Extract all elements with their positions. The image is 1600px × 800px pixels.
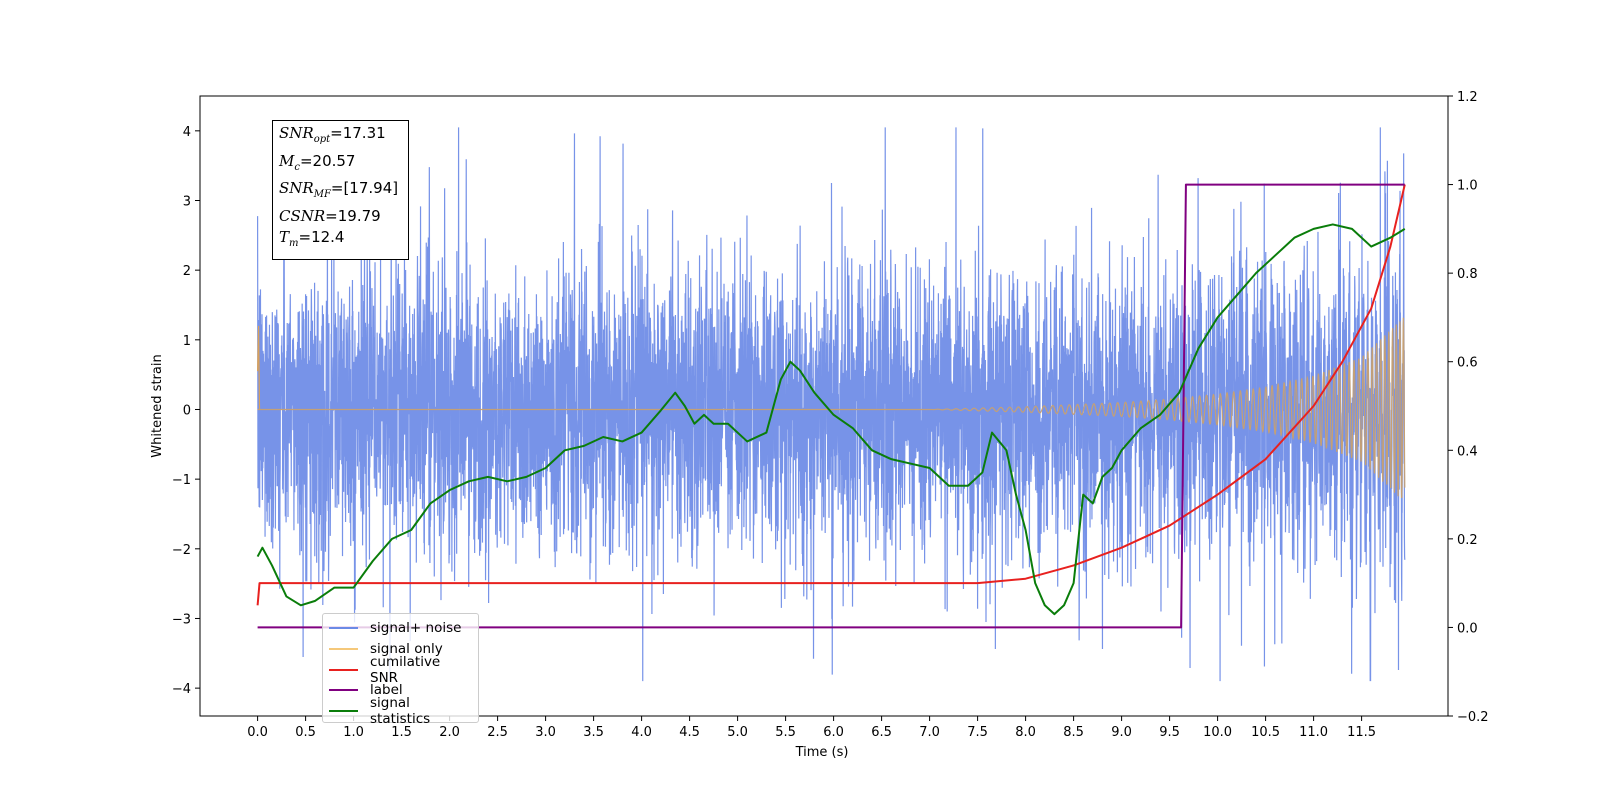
x-tick-label: 4.5 xyxy=(679,725,700,740)
stats-annotation: SNRopt=17.31 Mc=20.57 SNRMF=[17.94] CSNR… xyxy=(272,120,409,260)
x-tick-label: 6.5 xyxy=(871,725,892,740)
y-tick-label: 0 xyxy=(183,403,191,418)
x-axis-label: Time (s) xyxy=(795,745,849,760)
label-line xyxy=(257,183,1405,629)
legend-swatch xyxy=(329,627,358,630)
x-tick-label: 10.5 xyxy=(1251,725,1280,740)
x-tick-label: 1.0 xyxy=(343,725,364,740)
x-tick-label: 5.5 xyxy=(775,725,796,740)
y-right-tick-label: 1.0 xyxy=(1457,179,1478,194)
x-tick-label: 3.5 xyxy=(583,725,604,740)
mc-label: Mc=20.57 xyxy=(279,151,356,173)
legend-item: signal+ noise xyxy=(329,618,472,639)
y-right-tick-label: 0.8 xyxy=(1457,267,1478,282)
legend-item: signal statistics xyxy=(329,695,472,727)
x-tick-label: 2.0 xyxy=(439,725,460,740)
y-tick-label: 4 xyxy=(183,125,191,140)
series-signal-only xyxy=(257,317,1406,499)
y-tick-label: 3 xyxy=(183,194,191,209)
x-tick-label: 4.0 xyxy=(631,725,652,740)
snr-mf-label: SNRMF=[17.94] xyxy=(279,179,399,200)
cumilative-snr-line xyxy=(256,184,1406,606)
y-right-tick-label: 0.2 xyxy=(1457,533,1478,548)
x-tick-label: 9.5 xyxy=(1159,725,1180,740)
csnr-label: CSNR=19.79 xyxy=(279,206,381,225)
x-tick-label: 11.5 xyxy=(1347,725,1376,740)
signal-noise-line xyxy=(257,127,1406,682)
y-axis-left: 4 3 2 1 0 −1 −2 −3 −4 xyxy=(172,125,200,697)
y-tick-label: −3 xyxy=(172,612,191,627)
legend-item: signal only xyxy=(329,639,472,660)
y-tick-label: −4 xyxy=(172,682,191,697)
x-axis: 0.0 0.5 1.0 1.5 2.0 2.5 3.0 3.5 4.0 4.5 5.0 5.5 6.0 6… xyxy=(247,716,1376,740)
y-right-tick-label: 0.4 xyxy=(1457,444,1478,459)
y-tick-label: 2 xyxy=(183,264,191,279)
y-tick-label: −1 xyxy=(172,473,191,488)
legend-swatch xyxy=(329,668,358,671)
y-right-tick-label: 1.2 xyxy=(1457,90,1478,105)
legend-item: cumilative SNR xyxy=(329,654,472,686)
x-tick-label: 9.0 xyxy=(1111,725,1132,740)
legend: signal+ noise signal only cumilative SNR… xyxy=(322,613,479,727)
series-signal-noise xyxy=(257,127,1406,682)
x-tick-label: 7.0 xyxy=(919,725,940,740)
legend-swatch xyxy=(329,710,358,713)
x-tick-label: 11.0 xyxy=(1299,725,1328,740)
x-tick-label: 7.5 xyxy=(967,725,988,740)
legend-swatch xyxy=(329,689,358,692)
y-tick-label: −2 xyxy=(172,543,191,558)
x-tick-label: 0.5 xyxy=(295,725,316,740)
y-axis-right: 1.2 1.0 0.8 0.6 0.4 0.2 0.0 −0.2 xyxy=(1448,90,1489,725)
x-tick-label: 1.5 xyxy=(391,725,412,740)
snr-opt-label: SNRopt=17.31 xyxy=(279,124,386,145)
y-right-tick-label: −0.2 xyxy=(1457,710,1489,725)
y-right-tick-label: 0.6 xyxy=(1457,356,1478,371)
tm-label: Tm=12.4 xyxy=(279,228,345,249)
x-tick-label: 8.5 xyxy=(1063,725,1084,740)
x-tick-label: 6.0 xyxy=(823,725,844,740)
y-tick-label: 1 xyxy=(183,334,191,349)
y-right-tick-label: 0.0 xyxy=(1457,621,1478,636)
signal-only-spike xyxy=(257,325,261,410)
plot-frame xyxy=(199,95,1449,717)
x-tick-label: 10.0 xyxy=(1203,725,1232,740)
x-tick-label: 0.0 xyxy=(247,725,268,740)
x-tick-label: 5.0 xyxy=(727,725,748,740)
y-axis-label: Whitened strain xyxy=(150,354,165,457)
x-tick-label: 3.0 xyxy=(535,725,556,740)
x-tick-label: 2.5 xyxy=(487,725,508,740)
signal-only-line xyxy=(257,317,1406,499)
signal-statistics-line xyxy=(256,223,1406,616)
x-tick-label: 8.0 xyxy=(1015,725,1036,740)
legend-item: label xyxy=(329,680,472,701)
legend-swatch xyxy=(329,648,358,651)
